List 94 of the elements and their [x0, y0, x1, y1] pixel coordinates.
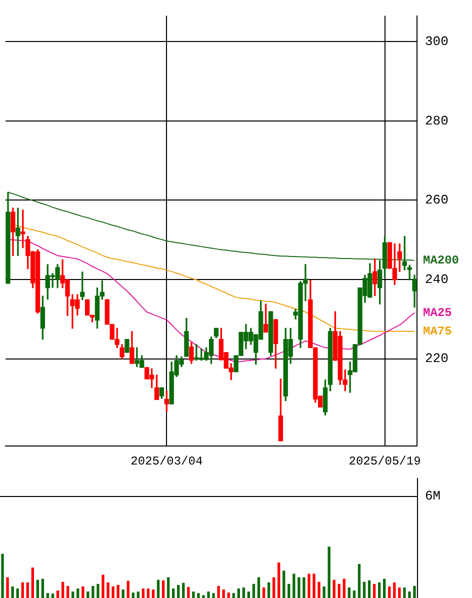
bar: [247, 592, 250, 598]
bar: [11, 586, 14, 598]
y-tick-label: 280: [425, 113, 448, 128]
y-tick-label: 220: [425, 351, 448, 366]
bar: [156, 580, 160, 598]
bar: [116, 584, 120, 598]
bar: [292, 574, 296, 598]
bar: [172, 588, 175, 598]
bar: [66, 586, 70, 598]
bar: [358, 564, 361, 598]
bar: [262, 587, 266, 598]
text: 6M: [425, 488, 441, 504]
bar: [26, 582, 29, 598]
bar: [348, 587, 351, 598]
bar: [82, 586, 84, 598]
bar: [322, 586, 326, 598]
bar: [408, 592, 411, 598]
bar: [122, 590, 124, 598]
bar: [76, 588, 80, 598]
bar: [227, 592, 230, 598]
bar: [393, 582, 396, 598]
bar: [106, 582, 110, 598]
bar: [56, 590, 60, 598]
bar: [177, 584, 180, 598]
bar: [332, 580, 336, 598]
bar: [372, 584, 376, 598]
bar: [51, 594, 54, 598]
bar: [166, 577, 170, 598]
bar: [252, 584, 256, 598]
bar: [16, 588, 19, 598]
y-tick-label: 300: [425, 34, 448, 50]
bar: [86, 592, 90, 598]
bar: [142, 588, 145, 598]
bar: [162, 580, 165, 598]
x-tick-label: 2025/05/19: [348, 454, 421, 468]
bar: [92, 586, 94, 598]
y-tick-label: 240: [425, 272, 448, 287]
bar: [212, 593, 215, 598]
bar: [257, 577, 260, 598]
bar: [31, 568, 34, 598]
bar: [182, 582, 185, 598]
bar: [237, 588, 240, 598]
bar: [192, 592, 195, 598]
bar: [378, 582, 381, 598]
bar: [398, 587, 401, 598]
bar: [302, 577, 306, 598]
bar: [6, 577, 9, 598]
series-label: MA75: [423, 324, 452, 338]
bar: [338, 584, 340, 598]
bar: [242, 587, 245, 598]
bar: [388, 586, 391, 598]
bar: [362, 582, 366, 598]
series-label: MA25: [423, 306, 452, 320]
series-label: MA200: [423, 253, 460, 268]
bar: [368, 580, 371, 598]
x-tick-label: 2025/03/04: [130, 454, 203, 468]
bar: [197, 593, 200, 598]
bar: [312, 574, 316, 598]
bar: [202, 595, 205, 598]
bar: [46, 593, 50, 598]
bar: [383, 578, 386, 598]
bar: [36, 580, 40, 598]
bar: [222, 590, 225, 598]
bar: [272, 577, 276, 598]
bar: [282, 570, 286, 598]
y-tick-label: 260: [425, 192, 448, 208]
bar: [232, 593, 235, 598]
bar: [146, 588, 150, 598]
bar: [278, 562, 280, 598]
bar: [318, 582, 320, 598]
bar: [102, 574, 104, 598]
bar: [72, 592, 74, 598]
bar: [352, 590, 356, 598]
bar: [96, 584, 100, 598]
bar: [126, 580, 130, 598]
bar: [61, 582, 64, 598]
bar: [152, 590, 155, 598]
bar: [132, 592, 134, 598]
bar: [342, 578, 346, 598]
bar: [308, 574, 310, 598]
bar: [328, 546, 330, 598]
bar: [298, 577, 300, 598]
bar: [1, 554, 4, 598]
bar: [187, 586, 190, 598]
bar: [136, 592, 140, 598]
bar: [41, 578, 44, 598]
bar: [413, 586, 416, 598]
bar: [112, 586, 114, 598]
bar: [288, 584, 290, 598]
bar: [267, 582, 270, 598]
bar: [217, 586, 220, 598]
bar: [21, 582, 24, 598]
bar: [403, 587, 406, 598]
bar: [207, 592, 210, 598]
